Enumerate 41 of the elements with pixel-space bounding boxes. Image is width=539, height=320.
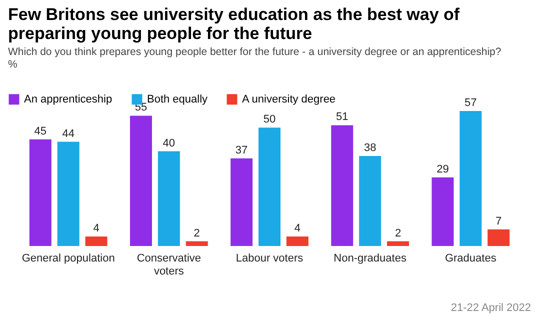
bar <box>460 111 482 246</box>
bar <box>331 125 354 246</box>
data-label: 45 <box>34 125 47 138</box>
data-label: 57 <box>464 97 477 109</box>
bar <box>85 236 108 246</box>
data-label: 29 <box>436 163 449 176</box>
x-tick-label: General population <box>22 252 115 264</box>
bar <box>286 236 308 246</box>
bar <box>488 229 510 246</box>
data-label: 4 <box>93 222 100 235</box>
bar <box>432 177 454 246</box>
bar <box>387 241 410 246</box>
x-tick-label: Graduates <box>444 252 497 264</box>
legend-label: An apprenticeship <box>24 93 112 106</box>
x-tick-label: Non-graduates <box>334 252 407 264</box>
x-tick-label: Labour voters <box>236 252 304 264</box>
legend-label: A university degree <box>242 93 336 106</box>
data-label: 2 <box>394 227 402 240</box>
chart-subtitle: Which do you think prepares young people better for the future - a university degree or an apprenticeship? <box>8 46 502 58</box>
data-label: 50 <box>263 114 276 126</box>
bar <box>29 139 52 246</box>
data-label: 38 <box>364 142 376 154</box>
text: 21-22 April 2022 <box>450 302 531 314</box>
bar <box>130 116 152 246</box>
data-label: 51 <box>336 111 348 124</box>
bar <box>359 156 382 246</box>
data-label: 40 <box>162 137 176 150</box>
bar <box>186 241 208 246</box>
legend-label: Both equally <box>147 93 208 106</box>
data-label: 44 <box>62 128 74 140</box>
bar <box>258 128 280 246</box>
data-label: 7 <box>496 215 502 228</box>
data-label: 37 <box>235 144 248 156</box>
bar <box>230 158 253 246</box>
text: % <box>8 58 18 70</box>
data-label: 2 <box>194 227 200 240</box>
bar <box>57 142 80 246</box>
data-label: 4 <box>294 222 300 235</box>
chart-title: Few Britons see university education as the best way of preparing young people for the future <box>8 5 460 43</box>
x-tick-label: Conservative voters <box>136 252 202 278</box>
bar <box>158 151 180 246</box>
